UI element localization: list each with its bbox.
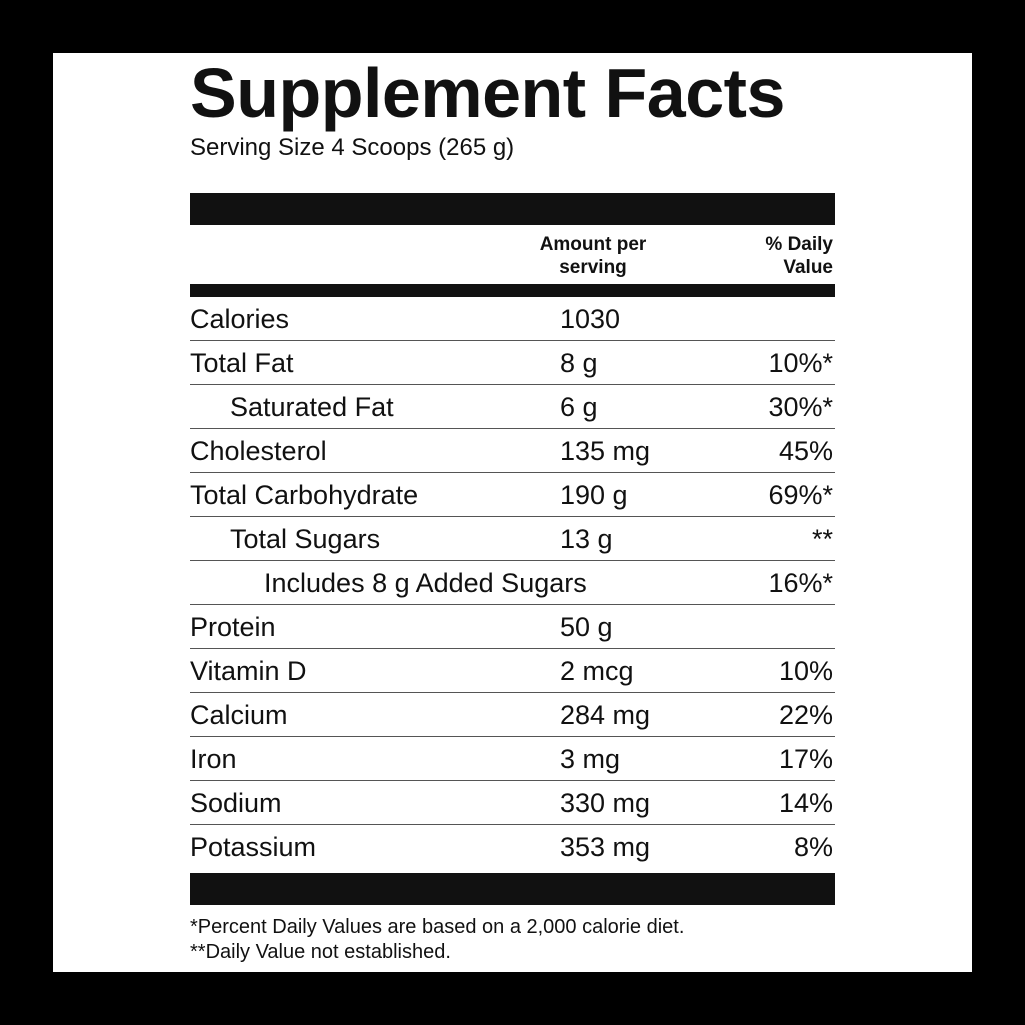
footnote: *Percent Daily Values are based on a 2,0… (190, 916, 685, 938)
daily-value: 16%* (768, 568, 833, 598)
amount: 1030 (560, 304, 621, 334)
nutrient-row: Cholesterol 135 mg 45% (190, 429, 835, 473)
nutrient-row: Includes 8 g Added Sugars 16%* (190, 561, 835, 605)
serving-size: Serving Size 4 Scoops (265 g) (190, 134, 515, 161)
daily-value: ** (811, 524, 833, 554)
nutrient-name: Calcium (190, 700, 288, 730)
nutrient-row: Calories 1030 (190, 297, 835, 341)
nutrient-row: Protein 50 g (190, 605, 835, 649)
daily-value: 14% (778, 788, 833, 818)
amount: 13 g (560, 524, 613, 554)
nutrient-name: Total Carbohydrate (190, 480, 419, 510)
column-header: Amount per serving (539, 234, 647, 278)
nutrient-name: Calories (190, 304, 290, 334)
amount: 330 mg (560, 788, 651, 818)
column-header: % Daily Value (765, 234, 833, 278)
divider-bar (190, 193, 835, 225)
nutrient-name: Total Fat (190, 348, 294, 378)
nutrient-row: Total Fat 8 g 10%* (190, 341, 835, 385)
label-panel: Supplement Facts Serving Size 4 Scoops (… (53, 53, 972, 972)
daily-value: 45% (778, 436, 833, 466)
nutrient-name: Vitamin D (190, 656, 307, 686)
daily-value: 17% (778, 744, 833, 774)
divider-bar (190, 284, 835, 297)
nutrient-row: Total Carbohydrate 190 g 69%* (190, 473, 835, 517)
amount: 8 g (560, 348, 598, 378)
nutrient-name: Potassium (190, 832, 317, 862)
daily-value: 30%* (768, 392, 833, 422)
nutrient-row: Saturated Fat 6 g 30%* (190, 385, 835, 429)
amount: 284 mg (560, 700, 651, 730)
footnote: **Daily Value not established. (190, 941, 451, 963)
nutrient-name: Total Sugars (230, 524, 381, 554)
daily-value: 22% (778, 700, 833, 730)
nutrient-name: Saturated Fat (230, 392, 394, 422)
amount: 190 g (560, 480, 628, 510)
daily-value: 69%* (768, 480, 833, 510)
nutrient-row: Vitamin D 2 mcg 10% (190, 649, 835, 693)
nutrient-row: Sodium 330 mg 14% (190, 781, 835, 825)
daily-value: 10%* (768, 348, 833, 378)
title: Supplement Facts (190, 54, 785, 132)
daily-value: 10% (778, 656, 833, 686)
daily-value: 8% (793, 832, 833, 862)
nutrient-name: Includes 8 g Added Sugars (264, 568, 587, 598)
amount: 3 mg (560, 744, 621, 774)
amount: 50 g (560, 612, 613, 642)
amount: 2 mcg (560, 656, 634, 686)
amount: 135 mg (560, 436, 651, 466)
nutrient-row: Total Sugars 13 g ** (190, 517, 835, 561)
nutrient-name: Protein (190, 612, 276, 642)
nutrient-row: Potassium 353 mg 8% (190, 825, 835, 868)
nutrient-row: Calcium 284 mg 22% (190, 693, 835, 737)
nutrient-name: Iron (190, 744, 237, 774)
amount: 6 g (560, 392, 598, 422)
amount: 353 mg (560, 832, 651, 862)
divider-bar (190, 873, 835, 905)
nutrient-table: Calories 1030 Total Fat 8 g 10%* Saturated … (190, 297, 835, 868)
nutrient-row: Iron 3 mg 17% (190, 737, 835, 781)
nutrient-name: Sodium (190, 788, 282, 818)
nutrient-name: Cholesterol (190, 436, 327, 466)
